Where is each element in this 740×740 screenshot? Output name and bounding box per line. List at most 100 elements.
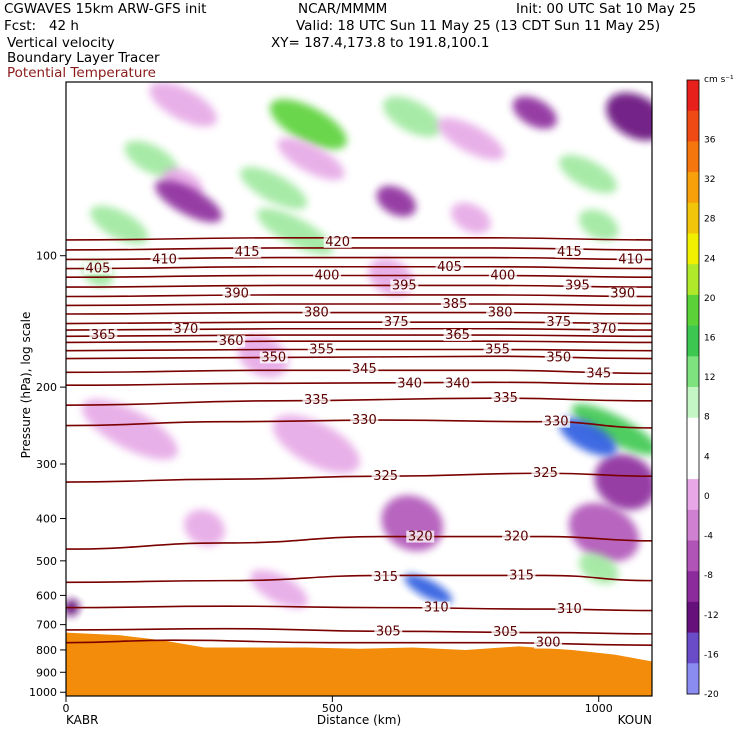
theta-label-345: 345 [352,362,377,377]
theta-320 [66,535,652,550]
theta-label-405: 405 [437,260,462,275]
theta-label-390: 390 [610,286,635,301]
theta-420 [66,237,652,241]
theta-label-bg [616,253,645,266]
theta-label-bg [233,245,262,258]
w-cell-2 [383,96,442,137]
colorbar-label-32: 32 [704,175,715,185]
forecast-hour: Fcst: 42 h [4,18,79,34]
w-cell-9 [154,180,223,223]
colorbar-units: cm s⁻¹ [704,75,734,85]
colorbar-label-8: 8 [704,413,710,423]
field-pbl-tracer: Boundary Layer Tracer [7,50,160,66]
theta-label-365: 365 [445,328,470,343]
w-cell-22 [184,509,225,547]
w-cell-19 [272,414,360,474]
theta-label-355: 355 [485,342,510,357]
theta-label-385: 385 [442,297,467,312]
theta-label-bg [555,603,584,616]
theta-label-bg [563,279,592,292]
theta-label-380: 380 [488,306,513,321]
theta-label-350: 350 [261,350,286,365]
theta-label-355: 355 [309,342,334,357]
theta-label-bg [544,351,573,364]
x-axis: 0 500 1000 [63,696,613,715]
theta-label-315: 315 [509,568,534,583]
y-axis: 100 200 300 400 500 600 700 800 900 1000 [29,250,66,699]
theta-label-bg [584,367,613,380]
colorbar-label-12: 12 [704,373,715,383]
y-axis-title: Pressure (hPa), log scale [19,312,33,459]
theta-label-bg [89,329,118,342]
theta-label-410: 410 [618,252,643,267]
x-axis-title: Distance (km) [317,713,401,727]
theta-label-375: 375 [546,315,571,330]
theta-label-bg [507,569,536,582]
theta-label-bg [307,343,336,356]
theta-label-335: 335 [493,391,518,406]
w-cell-5 [606,92,652,141]
theta-label-405: 405 [86,262,111,277]
theta-label-360: 360 [219,334,244,349]
theta-label-410: 410 [152,252,177,267]
theta-label-bg [217,335,246,348]
w-cell-28 [578,552,619,584]
colorbar-swatch-4 [687,202,699,234]
theta-label-310: 310 [424,601,449,616]
theta-label-350: 350 [546,350,571,365]
theta-label-bg [590,322,619,335]
theta-label-335: 335 [304,393,329,408]
colorbar-swatch-18 [687,632,699,664]
colorbar-swatch-9 [687,356,699,388]
x-tick-label-0: 0 [63,702,70,715]
colorbar-label-28: 28 [704,215,716,225]
colorbar-label-36: 36 [704,135,716,145]
w-cell-13 [90,205,149,245]
theta-label-370: 370 [592,322,617,337]
theta-label-bg [531,467,560,480]
theta-label-bg [150,253,179,266]
model-title: CGWAVES 15km ARW-GFS init [4,1,207,17]
theta-label-bg [483,343,512,356]
theta-label-bg [83,262,112,275]
w-cell-25 [594,454,652,511]
theta-label-415: 415 [557,245,582,260]
colorbar-frame [686,79,700,695]
x-tick-label-1000: 1000 [585,702,613,715]
w-cell-27 [559,417,617,457]
theta-label-bg [534,636,563,649]
theta-label-315: 315 [373,570,398,585]
theta-label-325: 325 [373,469,398,484]
colorbar-swatch-16 [687,571,699,603]
init-time: Init: 00 UTC Sat 10 May 25 [516,1,697,17]
theta-400 [66,274,652,278]
w-cell-3 [124,140,178,178]
theta-label-bg [302,306,331,319]
colorbar-swatch-12 [687,448,699,480]
theta-label-bg [323,235,352,248]
theta-label-bg [555,245,584,258]
theta-label-300: 300 [536,636,561,651]
theta-340 [66,381,652,387]
theta-label-bg [350,363,379,376]
theta-label-bg [440,297,469,310]
theta-label-bg [374,625,403,638]
w-cell-12 [559,154,617,194]
colorbar-label-20: 20 [704,294,716,304]
colorbar-label--4: -4 [704,532,713,542]
theta-360 [66,340,652,344]
field-vertical-velocity: Vertical velocity [7,35,115,51]
theta-405 [66,265,652,270]
theta-label-bg [486,306,515,319]
theta-label-380: 380 [304,306,329,321]
colorbar-swatch-17 [687,601,699,634]
theta-label-bg [542,415,571,428]
w-cell-8 [437,117,505,161]
theta-label-305: 305 [376,624,401,639]
left-endpoint-station: KABR [66,713,98,727]
theta-label-415: 415 [235,245,260,260]
theta-390 [66,294,652,298]
theta-label-bg [443,329,472,342]
colorbar-label-16: 16 [704,333,716,343]
colorbar: 36 32 28 24 20 16 12 8 4 0 -4 -8 -12 -16 -20 [686,79,719,700]
